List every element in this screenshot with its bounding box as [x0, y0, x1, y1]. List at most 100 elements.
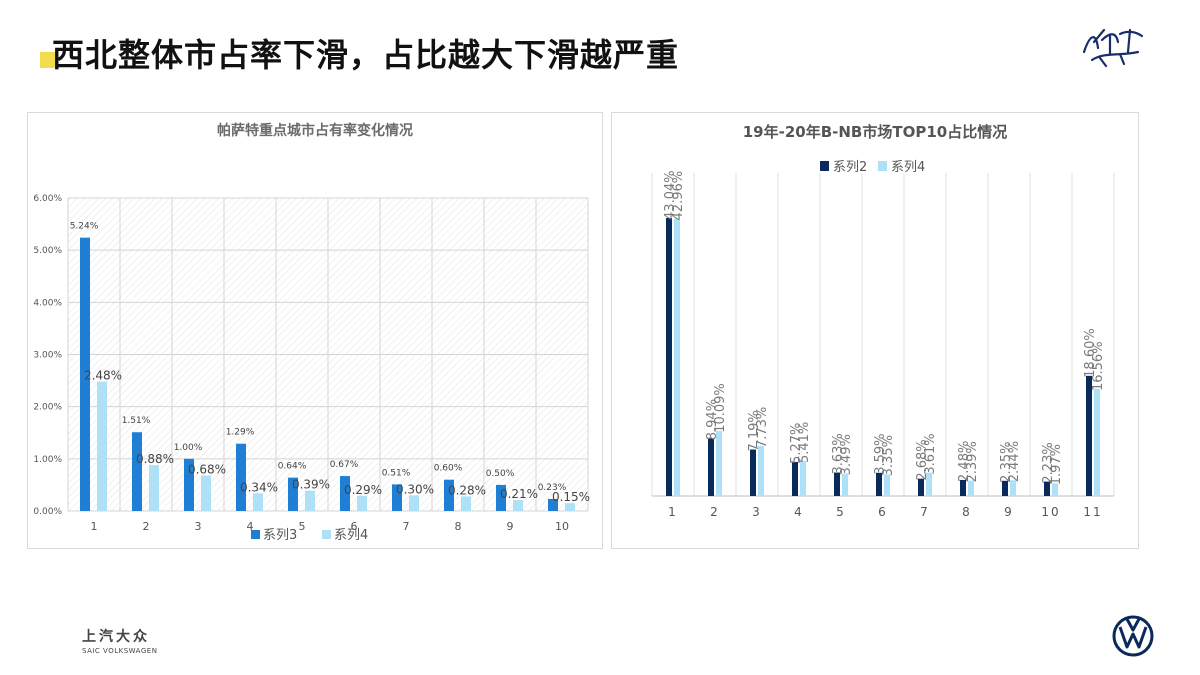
- footer-logo: 上汽大众 SAIC VOLKSWAGEN: [82, 626, 157, 655]
- chart-panel-left: 帕萨特重点城市占有率变化情况 0.00% 1.00% 2.00% 3.00% 4.00% 5…: [27, 112, 603, 549]
- bar-series2: [708, 438, 714, 496]
- x-tick-label: 5: [299, 520, 306, 533]
- bar-series2: [666, 217, 672, 496]
- data-label: 5.24%: [70, 222, 99, 232]
- data-label: 5.41%: [797, 422, 812, 463]
- data-label: 0.88%: [136, 452, 174, 466]
- x-tick-label: 8: [962, 505, 972, 519]
- y-tick-label: 2.00%: [33, 403, 62, 413]
- x-tick-label: 10: [555, 520, 569, 533]
- bar-series2: [876, 472, 882, 496]
- legend-swatch-series2: [820, 161, 829, 171]
- x-tick-label: 6: [878, 505, 888, 519]
- bar-series3: [132, 432, 142, 511]
- bar-series2: [1044, 481, 1050, 496]
- legend-swatch-series4: [322, 530, 331, 539]
- y-tick-label: 4.00%: [33, 298, 62, 308]
- bar-series3: [184, 458, 194, 511]
- footer-logo-en: SAIC VOLKSWAGEN: [82, 647, 158, 655]
- data-label: 43.04%: [663, 170, 678, 220]
- data-label: 0.51%: [382, 468, 411, 478]
- bar-series4: [842, 473, 848, 496]
- x-tick-label: 6: [351, 520, 358, 533]
- data-label: 3.61%: [923, 433, 938, 474]
- bar-series2: [1002, 480, 1008, 496]
- footer-logo-cn: 上汽大众: [82, 629, 150, 645]
- data-label: 18.60%: [1083, 328, 1098, 378]
- data-label: 7.19%: [747, 410, 762, 451]
- bar-series4: [305, 490, 315, 511]
- bar-series4: [253, 493, 263, 511]
- chart-left-title: 帕萨特重点城市占有率变化情况: [217, 122, 413, 139]
- x-tick-label: 4: [794, 505, 804, 519]
- data-label: 7.73%: [755, 407, 770, 448]
- bar-series3: [496, 484, 506, 511]
- x-tick-label: 2: [710, 505, 720, 519]
- y-tick-label: 6.00%: [33, 194, 62, 204]
- data-label: 3.35%: [881, 435, 896, 476]
- data-label: 0.29%: [344, 483, 382, 497]
- x-tick-label: 1: [668, 505, 678, 519]
- data-label: 3.59%: [873, 433, 888, 474]
- data-label: 3.63%: [831, 433, 846, 474]
- bar-series4: [884, 474, 890, 496]
- bar-series4: [97, 381, 107, 511]
- data-label: 2.68%: [915, 439, 930, 480]
- bar-series4: [1094, 389, 1100, 496]
- legend-swatch-series3: [251, 530, 260, 539]
- x-tick-label: 7: [403, 520, 410, 533]
- page-title: 西北整体市占率下滑，占比越大下滑越严重: [52, 36, 680, 74]
- data-label: 2.48%: [957, 441, 972, 482]
- data-label: 2.48%: [84, 369, 122, 383]
- bar-series4: [409, 495, 419, 511]
- data-label: 0.34%: [240, 480, 278, 494]
- x-tick-label: 9: [507, 520, 514, 533]
- y-tick-label: 5.00%: [33, 246, 62, 256]
- x-tick-label: 3: [195, 520, 202, 533]
- x-tick-label: 3: [752, 505, 762, 519]
- y-tick-label: 1.00%: [33, 455, 62, 465]
- bar-series4: [716, 430, 722, 496]
- bar-series4: [1010, 480, 1016, 496]
- x-tick-label: 4: [247, 520, 254, 533]
- data-label: 8.94%: [705, 399, 720, 440]
- bar-series2: [834, 472, 840, 496]
- bar-series4: [357, 495, 367, 511]
- legend-label-series3: 系列3: [263, 528, 297, 543]
- vw-logo-icon: [1112, 615, 1154, 657]
- chart-left: 帕萨特重点城市占有率变化情况 0.00% 1.00% 2.00% 3.00% 4.00% 5…: [33, 122, 590, 543]
- data-label: 0.67%: [330, 460, 359, 470]
- bar-series3: [548, 499, 558, 511]
- bar-series4: [149, 465, 159, 511]
- bar-series2: [792, 461, 798, 496]
- chart-panel-right: 19年-20年B-NB市场TOP10占比情况 系列2 系列4 1 43.04% 42.96…: [611, 112, 1139, 549]
- data-label: 1.29%: [226, 428, 255, 438]
- data-label: 2.44%: [1007, 441, 1022, 482]
- bar-series4: [461, 496, 471, 511]
- brand-logo-icon: [1082, 28, 1144, 68]
- x-tick-label: 11: [1083, 505, 1102, 519]
- data-label: 42.96%: [671, 171, 686, 221]
- chart-right-title: 19年-20年B-NB市场TOP10占比情况: [743, 123, 1007, 141]
- data-label: 0.60%: [434, 464, 463, 474]
- bar-series4: [1052, 483, 1058, 496]
- bar-series4: [800, 461, 806, 496]
- x-tick-label: 5: [836, 505, 846, 519]
- bar-series4: [926, 472, 932, 496]
- data-label: 2.35%: [999, 442, 1014, 483]
- legend-label-series4: 系列4: [891, 160, 925, 175]
- x-tick-label: 2: [143, 520, 150, 533]
- x-tick-label: 1: [91, 520, 98, 533]
- bar-series4: [968, 480, 974, 496]
- data-label: 3.49%: [839, 434, 854, 475]
- data-label: 5.27%: [789, 423, 804, 464]
- y-tick-label: 3.00%: [33, 351, 62, 361]
- bar-series4: [513, 500, 523, 511]
- data-label: 10.09%: [713, 383, 728, 433]
- x-tick-label: 7: [920, 505, 930, 519]
- bar-series4: [674, 218, 680, 496]
- x-tick-label: 9: [1004, 505, 1014, 519]
- bar-series3: [80, 237, 90, 511]
- data-label: 0.64%: [278, 462, 307, 472]
